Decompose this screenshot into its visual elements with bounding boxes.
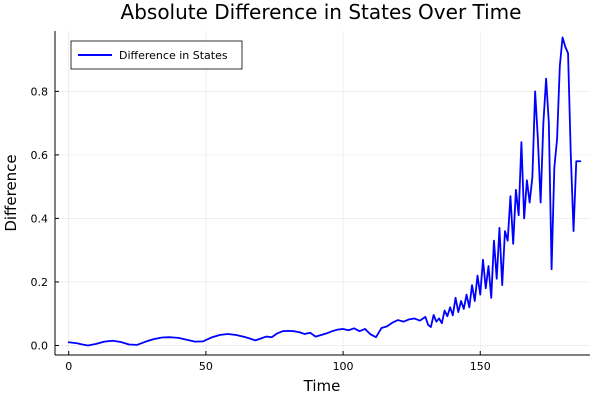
y-tick-label: 0.8 <box>31 85 49 98</box>
legend: Difference in States <box>70 40 243 70</box>
y-tick-label: 0.0 <box>31 339 49 352</box>
x-tick-label: 100 <box>333 360 354 373</box>
y-ticks: 0.0 0.2 0.4 0.6 0.8 <box>31 85 59 352</box>
y-tick-label: 0.2 <box>31 276 49 289</box>
y-tick-label: 0.6 <box>31 149 49 162</box>
x-tick-label: 150 <box>470 360 491 373</box>
legend-label: Difference in States <box>119 49 228 62</box>
x-tick-label: 50 <box>199 360 213 373</box>
chart-title: Absolute Difference in States Over Time <box>121 0 522 24</box>
grid <box>55 31 590 355</box>
axes <box>54 31 590 356</box>
series-layer <box>67 36 582 347</box>
y-axis-label: Difference <box>2 154 20 231</box>
series-line-difference-in-states <box>67 36 582 347</box>
x-axis-label: Time <box>303 377 341 395</box>
x-ticks: 0 50 100 150 <box>65 351 491 373</box>
y-tick-label: 0.4 <box>31 212 49 225</box>
x-tick-label: 0 <box>65 360 72 373</box>
